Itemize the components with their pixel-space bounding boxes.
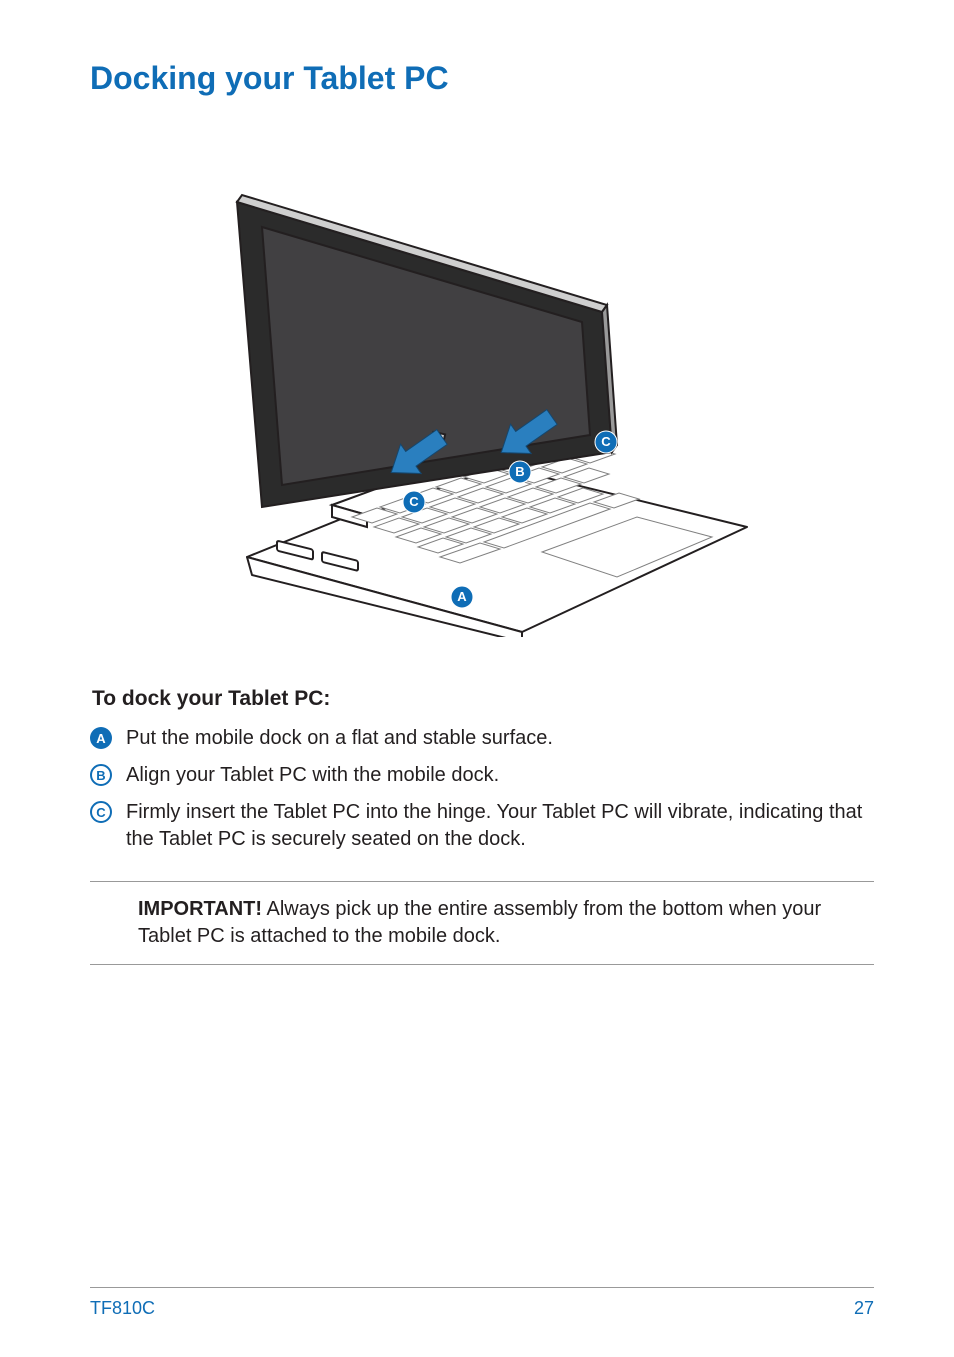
bullet-c-icon: C (90, 801, 112, 823)
step-a-text: Put the mobile dock on a flat and stable… (126, 725, 874, 752)
docking-diagram: A B C C (182, 137, 782, 637)
important-label: IMPORTANT! (138, 898, 262, 920)
important-note: IMPORTANT! Always pick up the entire ass… (90, 881, 874, 965)
svg-text:C: C (409, 494, 419, 509)
step-c: C Firmly insert the Tablet PC into the h… (90, 799, 874, 853)
footer-model: TF810C (90, 1298, 155, 1319)
step-a: A Put the mobile dock on a flat and stab… (90, 725, 874, 752)
svg-text:C: C (601, 434, 611, 449)
footer-page-number: 27 (854, 1298, 874, 1319)
bullet-b-icon: B (90, 764, 112, 786)
instructions-subheading: To dock your Tablet PC: (92, 687, 874, 711)
bullet-a-icon: A (90, 727, 112, 749)
step-b: B Align your Tablet PC with the mobile d… (90, 762, 874, 789)
step-c-text: Firmly insert the Tablet PC into the hin… (126, 799, 874, 853)
svg-text:B: B (515, 464, 524, 479)
steps-list: A Put the mobile dock on a flat and stab… (90, 725, 874, 853)
page-footer: TF810C 27 (90, 1287, 874, 1319)
step-b-text: Align your Tablet PC with the mobile doc… (126, 762, 874, 789)
page-title: Docking your Tablet PC (90, 60, 874, 97)
diagram-container: A B C C (90, 137, 874, 637)
svg-text:A: A (457, 589, 467, 604)
important-text: IMPORTANT! Always pick up the entire ass… (138, 898, 821, 947)
